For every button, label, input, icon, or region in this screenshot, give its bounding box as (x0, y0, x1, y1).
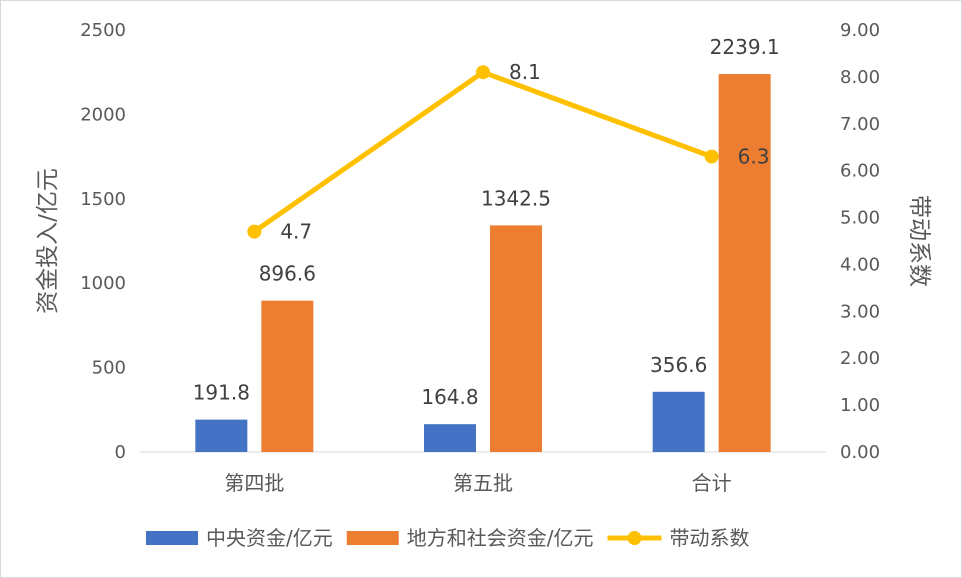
y2-tick-label: 9.00 (840, 20, 880, 41)
y-axis-title: 资金投入/亿元 (35, 168, 61, 314)
y-tick-label: 2000 (80, 104, 126, 125)
bar (424, 424, 476, 452)
y2-tick-label: 0.00 (840, 442, 880, 463)
bar-data-label: 164.8 (421, 385, 478, 409)
line-point (476, 65, 490, 80)
y2-tick-label: 7.00 (840, 114, 880, 135)
y2-tick-label: 5.00 (840, 208, 880, 229)
y2-tick-label: 6.00 (840, 161, 880, 182)
line-data-label: 8.1 (509, 60, 541, 84)
y2-tick-label: 1.00 (840, 395, 880, 416)
bar (718, 74, 771, 452)
legend-swatch (146, 531, 198, 545)
y-tick-label: 1000 (80, 273, 126, 294)
bar (490, 225, 542, 452)
bar-data-label: 896.6 (259, 262, 316, 286)
x-tick-label: 合计 (692, 471, 732, 495)
x-tick-label: 第五批 (453, 471, 513, 495)
y2-axis-title: 带动系数 (906, 195, 932, 287)
bar (261, 300, 314, 452)
x-tick-label: 第四批 (224, 471, 284, 495)
legend-label: 地方和社会资金/亿元 (407, 526, 594, 550)
y-tick-label: 1500 (80, 189, 126, 210)
line-point (247, 224, 262, 239)
bar (652, 391, 705, 452)
y-tick-label: 500 (92, 358, 126, 379)
bar-data-label: 1342.5 (481, 186, 551, 210)
bar-data-label: 2239.1 (710, 35, 780, 59)
y-tick-label: 2500 (80, 20, 126, 41)
legend-label: 带动系数 (670, 526, 750, 550)
legend-swatch (346, 531, 399, 545)
legend-line-marker (627, 531, 642, 545)
legend-label: 中央资金/亿元 (206, 526, 333, 550)
y2-tick-label: 8.00 (840, 67, 880, 88)
bar-data-label: 356.6 (650, 353, 707, 377)
line-data-label: 6.3 (738, 145, 770, 169)
bar-data-label: 191.8 (193, 381, 250, 405)
line-point (704, 149, 719, 164)
line-data-label: 4.7 (280, 220, 312, 244)
y2-tick-label: 4.00 (840, 254, 880, 275)
bar (195, 419, 248, 452)
y-tick-label: 0 (115, 442, 126, 463)
y2-tick-label: 3.00 (840, 301, 880, 322)
y2-tick-label: 2.00 (840, 348, 880, 369)
